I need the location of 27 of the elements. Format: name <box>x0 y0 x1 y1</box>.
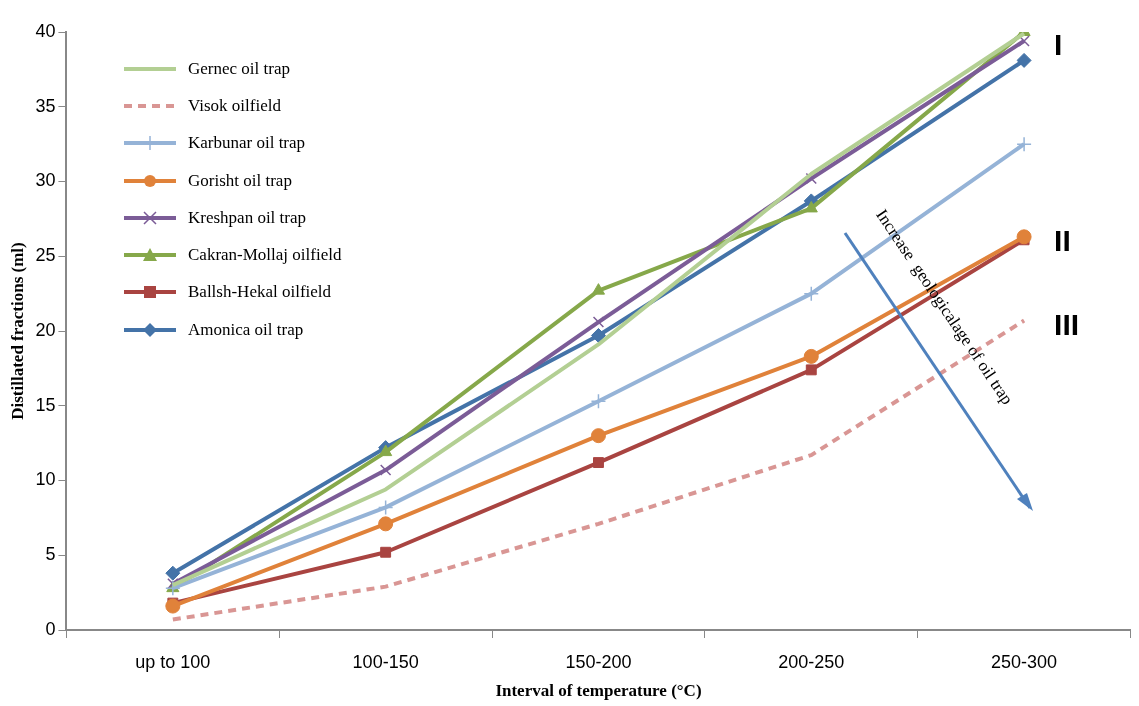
annotation: I <box>1054 28 1063 62</box>
y-tick-label: 15 <box>35 394 56 415</box>
x-tick-label: 250-300 <box>991 651 1058 672</box>
x-tick-label: 150-200 <box>565 651 632 672</box>
annotation: III <box>1054 307 1080 341</box>
legend-label: Amonica oil trap <box>188 319 304 340</box>
y-tick-label: 0 <box>45 618 56 639</box>
legend-label: Ballsh-Hekal oilfield <box>188 282 332 303</box>
y-tick-label: 40 <box>35 20 56 41</box>
y-tick-label: 35 <box>35 95 56 116</box>
legend-label: Gorisht oil trap <box>188 170 292 191</box>
legend-label: Cakran-Mollaj oilfield <box>188 245 342 266</box>
legend-label: Gernec oil trap <box>188 58 290 79</box>
y-tick-label: 25 <box>35 245 56 266</box>
x-axis-title: Interval of temperature (°C) <box>495 681 702 701</box>
x-tick-label: up to 100 <box>135 651 211 672</box>
y-tick-label: 20 <box>35 319 56 340</box>
y-axis-title: Distillated fractions (ml) <box>7 242 27 420</box>
annotation: II <box>1054 224 1071 258</box>
legend-label: Visok oilfield <box>188 95 281 116</box>
y-tick-label: 30 <box>35 170 56 191</box>
y-tick-label: 5 <box>45 544 56 565</box>
legend-label: Karbunar oil trap <box>188 133 306 154</box>
legend-label: Kreshpan oil trap <box>188 207 307 228</box>
x-tick-label: 200-250 <box>778 651 845 672</box>
y-tick-label: 10 <box>35 469 56 490</box>
x-tick-label: 100-150 <box>352 651 419 672</box>
